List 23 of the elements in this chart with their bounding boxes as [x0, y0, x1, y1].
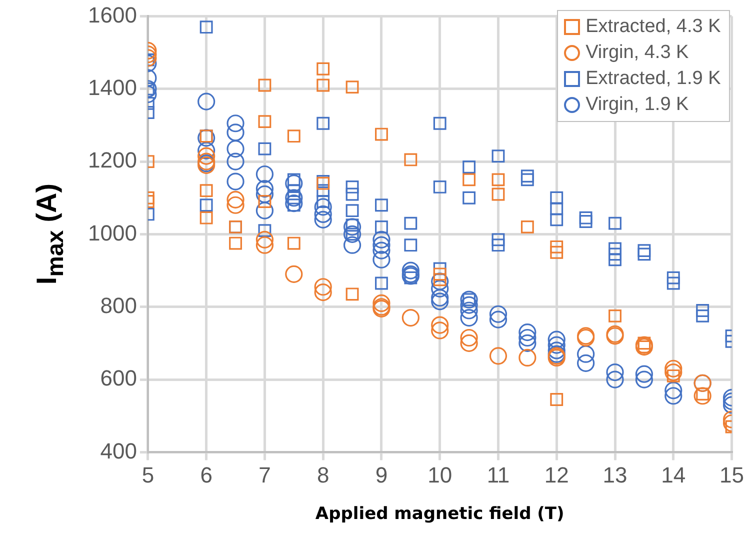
y-tick-label: 400 — [100, 438, 137, 464]
x-tick-label: 10 — [428, 462, 452, 488]
x-tick-label: 9 — [375, 462, 388, 488]
y-tick-label: 800 — [100, 292, 137, 318]
x-tick-label: 6 — [200, 462, 212, 488]
y-tick-label: 1000 — [88, 220, 137, 246]
x-tick-label: 12 — [544, 462, 569, 488]
x-tick-label: 13 — [602, 462, 628, 488]
legend-label: Virgin, 1.9 K — [584, 93, 690, 118]
y-tick-label: 1400 — [88, 74, 137, 100]
legend-label: Extracted, 1.9 K — [584, 67, 721, 92]
y-tick-label: 1600 — [88, 2, 137, 28]
x-tick-label: 15 — [720, 462, 744, 488]
x-tick-label: 7 — [258, 462, 271, 488]
y-tick-label: 1200 — [88, 148, 137, 173]
x-axis-title: Applied magnetic field (T) — [315, 504, 564, 524]
legend-label: Virgin, 4.3 K — [584, 41, 690, 66]
y-tick-label: 600 — [100, 366, 137, 391]
x-tick-label: 5 — [142, 462, 154, 488]
legend-label: Extracted, 4.3 K — [584, 15, 721, 40]
x-tick-label: 8 — [316, 462, 330, 488]
x-tick-label: 14 — [661, 462, 686, 488]
x-tick-label: 11 — [486, 462, 510, 488]
